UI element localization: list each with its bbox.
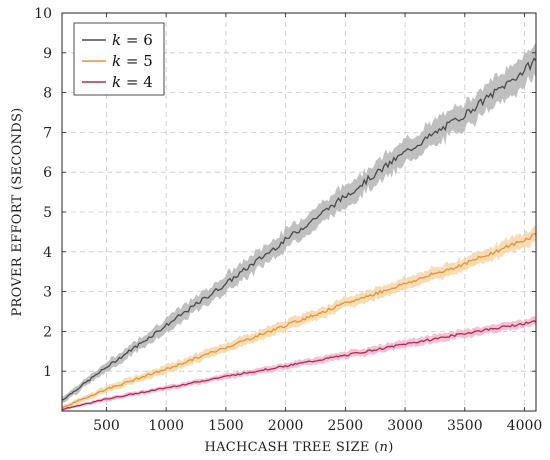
legend-label-1: k = 6 [112, 31, 153, 49]
y-axis-label: PROVER EFFORT (SECONDS) [10, 107, 25, 316]
legend-eq: = 5 [121, 52, 153, 70]
x-tick-label: 1000 [148, 418, 184, 434]
y-tick-label: 4 [43, 245, 52, 261]
x-tick-label: 4000 [507, 418, 543, 434]
x-axis-label-var: n [380, 440, 389, 455]
x-axis-label-close: ) [388, 440, 393, 455]
y-tick-label: 5 [43, 205, 52, 221]
series-lines [61, 57, 537, 411]
x-tick-label: 3000 [387, 418, 423, 434]
series-line-2 [61, 233, 537, 409]
legend-var: k [112, 31, 121, 49]
x-tick-label: 2500 [328, 418, 364, 434]
legend-label-2: k = 5 [112, 52, 153, 70]
y-tick-label: 3 [43, 285, 52, 301]
y-tick-label: 2 [43, 324, 52, 340]
legend-box [73, 22, 165, 96]
x-tick-label: 500 [93, 418, 120, 434]
x-axis-label: HACHCASH TREE SIZE (n) [204, 440, 393, 455]
y-axis-ticks: 1 2 3 4 5 6 7 8 9 10 [34, 6, 536, 380]
y-tick-label: 6 [43, 165, 52, 181]
y-tick-label: 10 [34, 6, 52, 22]
y-tick-label: 8 [43, 86, 52, 102]
grid [62, 13, 536, 411]
x-tick-label: 2000 [268, 418, 304, 434]
legend: k = 6k = 5k = 4 [73, 22, 165, 96]
series-line-1 [61, 57, 537, 401]
x-axis-ticks: 500 1000 1500 2000 2500 3000 3500 4000 [93, 13, 542, 434]
legend-label-3: k = 4 [112, 73, 153, 91]
series-band-1 [62, 43, 536, 403]
x-tick-label: 1500 [208, 418, 244, 434]
legend-eq: = 6 [121, 31, 153, 49]
legend-var: k [112, 73, 121, 91]
legend-var: k [112, 52, 121, 70]
legend-eq: = 4 [121, 73, 153, 91]
y-tick-label: 9 [43, 46, 52, 62]
x-axis-label-text: HACHCASH TREE SIZE ( [204, 440, 379, 455]
y-tick-label: 7 [43, 125, 52, 141]
x-tick-label: 3500 [447, 418, 483, 434]
series-line-3 [61, 320, 537, 411]
y-tick-label: 1 [43, 364, 52, 380]
